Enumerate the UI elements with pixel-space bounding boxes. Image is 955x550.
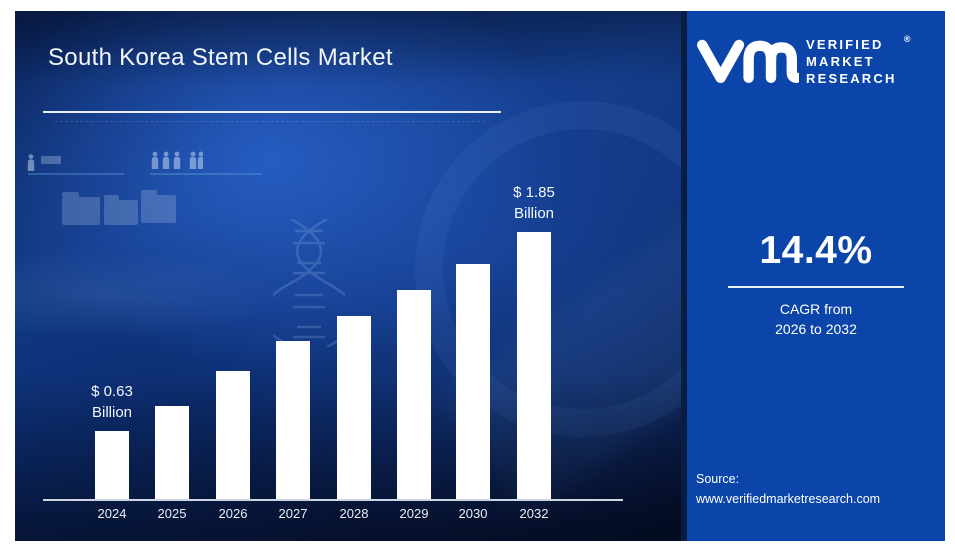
x-tick-label-2026: 2026 (218, 506, 248, 521)
bar-2027 (276, 341, 310, 499)
x-axis-line (43, 499, 623, 501)
x-tick-label-2030: 2030 (458, 506, 488, 521)
chart-section: South Korea Stem Cells Market 2024 $ 0.63… (15, 11, 681, 541)
page-title: South Korea Stem Cells Market (48, 44, 393, 71)
person-icon (27, 154, 35, 171)
bar-2029 (397, 290, 431, 499)
x-tick-label-2028: 2028 (339, 506, 369, 521)
bar-2024 (95, 431, 129, 499)
cagr-divider (728, 286, 904, 288)
background-chip (41, 156, 61, 164)
bar-2030 (456, 264, 490, 499)
infographic-card: South Korea Stem Cells Market 2024 $ 0.63… (15, 11, 945, 541)
x-tick-label-2029: 2029 (399, 506, 429, 521)
x-tick-label-2027: 2027 (278, 506, 308, 521)
source-block: Source: www.verifiedmarketresearch.com (696, 469, 880, 509)
registered-trademark: ® (903, 33, 911, 44)
brand-name: VERIFIED MARKET RESEARCH ® (806, 34, 911, 87)
background-glow (15, 249, 285, 339)
dna-helix-icon (273, 219, 345, 347)
x-tick-label-2024: 2024 (97, 506, 127, 521)
cagr-caption-line1: CAGR from (779, 301, 853, 317)
brand-panel: VERIFIED MARKET RESEARCH ® 14.4% CAGR fr… (687, 11, 945, 541)
x-tick-label-2025: 2025 (157, 506, 187, 521)
title-underline (43, 111, 501, 113)
bar-2026 (216, 371, 250, 499)
shelf-line (150, 173, 262, 175)
source-label: Source: (696, 472, 740, 486)
bar-2032 (517, 232, 551, 499)
folder-shape (62, 192, 100, 225)
cagr-block: 14.4% CAGR from 2026 to 2032 (687, 229, 945, 339)
bar-2028 (337, 316, 371, 499)
bar-2025 (155, 406, 189, 499)
cagr-value: 14.4% (759, 229, 873, 272)
cagr-caption: CAGR from 2026 to 2032 (687, 299, 945, 339)
brand-name-line: MARKET (806, 53, 875, 69)
brand-name-line: RESEARCH (806, 70, 897, 86)
folder-shape (141, 190, 176, 223)
vm-monogram-icon (697, 39, 799, 84)
brand-logo: VERIFIED MARKET RESEARCH ® (695, 34, 939, 87)
value-label-2032: $ 1.85 Billion (513, 184, 555, 222)
folder-shape (104, 195, 138, 225)
shelf-line (28, 173, 124, 175)
value-label-2024: $ 0.63 Billion (91, 383, 133, 421)
section-divider (681, 11, 687, 541)
cagr-caption-line2: 2026 to 2032 (775, 321, 857, 337)
people-group-icon (151, 151, 203, 169)
background-waveform (55, 121, 485, 122)
brand-name-line: VERIFIED (806, 36, 884, 52)
source-url[interactable]: www.verifiedmarketresearch.com (696, 492, 881, 506)
x-tick-label-2032: 2032 (519, 506, 549, 521)
